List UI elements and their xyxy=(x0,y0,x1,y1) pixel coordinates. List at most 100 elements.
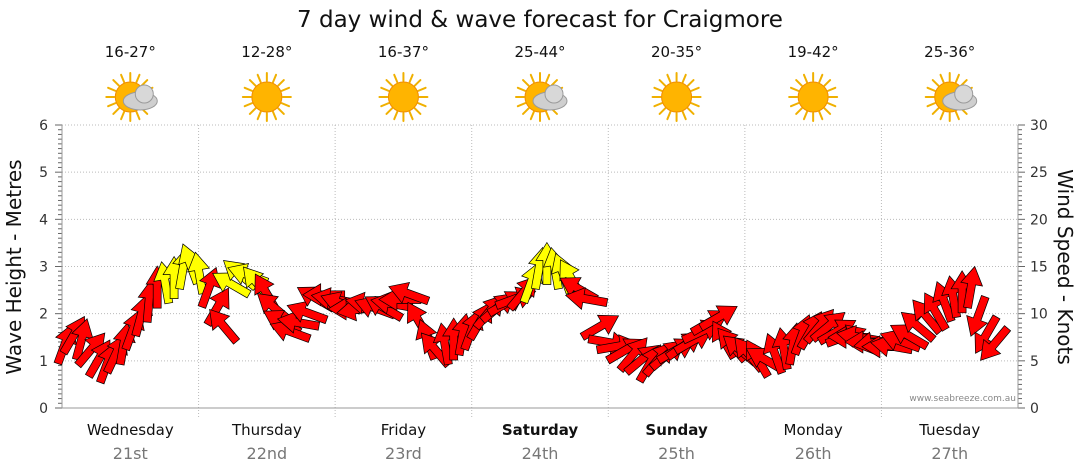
day-date: 26th xyxy=(795,444,832,463)
sun-ray xyxy=(112,107,120,115)
sun-ray xyxy=(686,79,695,87)
temperature-range: 20-35° xyxy=(651,43,702,61)
right-tick-label: 5 xyxy=(1030,354,1039,370)
day-date: 22nd xyxy=(247,444,288,463)
sun-ray xyxy=(939,110,945,121)
sun-ray xyxy=(658,79,667,87)
left-tick-label: 5 xyxy=(39,165,48,181)
wind-arrow xyxy=(698,305,738,332)
sun-ray xyxy=(248,79,257,87)
sun-ray xyxy=(277,107,285,115)
sun-ray xyxy=(380,86,390,92)
sun-ray xyxy=(112,79,120,87)
sun-ray xyxy=(271,110,278,121)
right-tick-label: 10 xyxy=(1030,307,1048,323)
sun-ray xyxy=(516,86,527,92)
watermark: www.seabreeze.com.au xyxy=(909,394,1016,404)
sun-ray xyxy=(545,110,551,121)
sun-ray xyxy=(666,110,672,121)
sun-cloud-icon xyxy=(515,72,568,122)
day-name: Friday xyxy=(381,421,427,439)
temperature-range: 19-42° xyxy=(788,43,839,61)
sun-ray xyxy=(826,86,837,92)
sun-ray xyxy=(280,86,291,92)
sun-ray xyxy=(690,86,700,92)
sun-ray xyxy=(256,110,262,121)
wind-arrow xyxy=(565,287,609,310)
temperature-range: 12-28° xyxy=(241,43,292,61)
day-date: 27th xyxy=(931,444,968,463)
day-date: 23rd xyxy=(385,444,422,463)
sun-ray xyxy=(686,107,695,115)
sun-ray xyxy=(939,73,945,84)
sun-ray xyxy=(408,110,414,121)
sun-cloud-icon xyxy=(105,72,158,122)
sun-ray xyxy=(120,73,126,84)
wind-arrow xyxy=(388,281,431,306)
wind-arrow xyxy=(579,314,620,341)
wind-arrow xyxy=(980,325,1012,361)
chart-title: 7 day wind & wave forecast for Craigmore xyxy=(297,7,783,33)
wind-arrow xyxy=(203,287,230,327)
sun-ray xyxy=(690,102,700,108)
sun-icon xyxy=(788,72,839,122)
temperature-range: 16-27° xyxy=(105,43,156,61)
day-name: Wednesday xyxy=(87,421,174,439)
sun-disc xyxy=(661,81,693,113)
right-axis-label: Wind Speed - Knots xyxy=(1053,169,1077,365)
cloud-puff xyxy=(954,84,974,104)
sun-ray xyxy=(826,102,837,108)
sun-ray xyxy=(931,79,940,87)
day-name: Tuesday xyxy=(918,421,980,439)
right-tick-label: 0 xyxy=(1030,401,1039,417)
sun-ray xyxy=(522,79,530,87)
day-name: Saturday xyxy=(502,421,579,439)
sun-ray xyxy=(954,110,960,121)
day-date: 24th xyxy=(522,444,559,463)
sun-ray xyxy=(529,110,535,121)
sun-ray xyxy=(243,86,254,92)
left-tick-label: 1 xyxy=(39,354,48,370)
sun-ray xyxy=(380,102,390,108)
sun-cloud-icon xyxy=(924,72,978,122)
sun-ray xyxy=(516,102,527,108)
sun-ray xyxy=(417,102,427,108)
sun-ray xyxy=(107,102,117,108)
sun-ray xyxy=(393,73,399,84)
sun-ray xyxy=(931,107,940,115)
sun-ray xyxy=(256,73,262,84)
day-date: 25th xyxy=(658,444,695,463)
temperature-range: 25-44° xyxy=(514,43,565,61)
sun-ray xyxy=(653,86,663,92)
sun-ray xyxy=(802,73,809,84)
cloud-puff xyxy=(134,84,154,104)
sun-disc xyxy=(797,81,829,113)
sun-icon xyxy=(378,72,429,122)
sun-ray xyxy=(385,79,394,87)
sun-ray xyxy=(926,86,936,92)
wind-arrow xyxy=(209,308,241,345)
sun-ray xyxy=(823,107,832,115)
sun-ray xyxy=(818,73,824,84)
left-axis-label: Wave Height - Metres xyxy=(2,159,26,374)
wind-arrows xyxy=(53,241,1012,385)
temperature-range: 25-36° xyxy=(924,43,975,61)
sun-icon xyxy=(241,72,292,122)
wind-arrow xyxy=(966,294,990,337)
sun-ray xyxy=(823,79,832,87)
sun-ray xyxy=(522,107,530,115)
left-tick-label: 6 xyxy=(39,118,48,134)
sun-ray xyxy=(135,73,141,84)
sun-ray xyxy=(529,73,535,84)
right-tick-label: 15 xyxy=(1030,260,1048,276)
sun-disc xyxy=(387,81,419,113)
wind-arrow xyxy=(960,265,984,309)
left-tick-label: 2 xyxy=(39,307,48,323)
sun-icon xyxy=(651,72,702,122)
sun-ray xyxy=(681,110,687,121)
sun-ray xyxy=(417,86,427,92)
day-date: 21st xyxy=(113,444,148,463)
sun-ray xyxy=(413,79,422,87)
